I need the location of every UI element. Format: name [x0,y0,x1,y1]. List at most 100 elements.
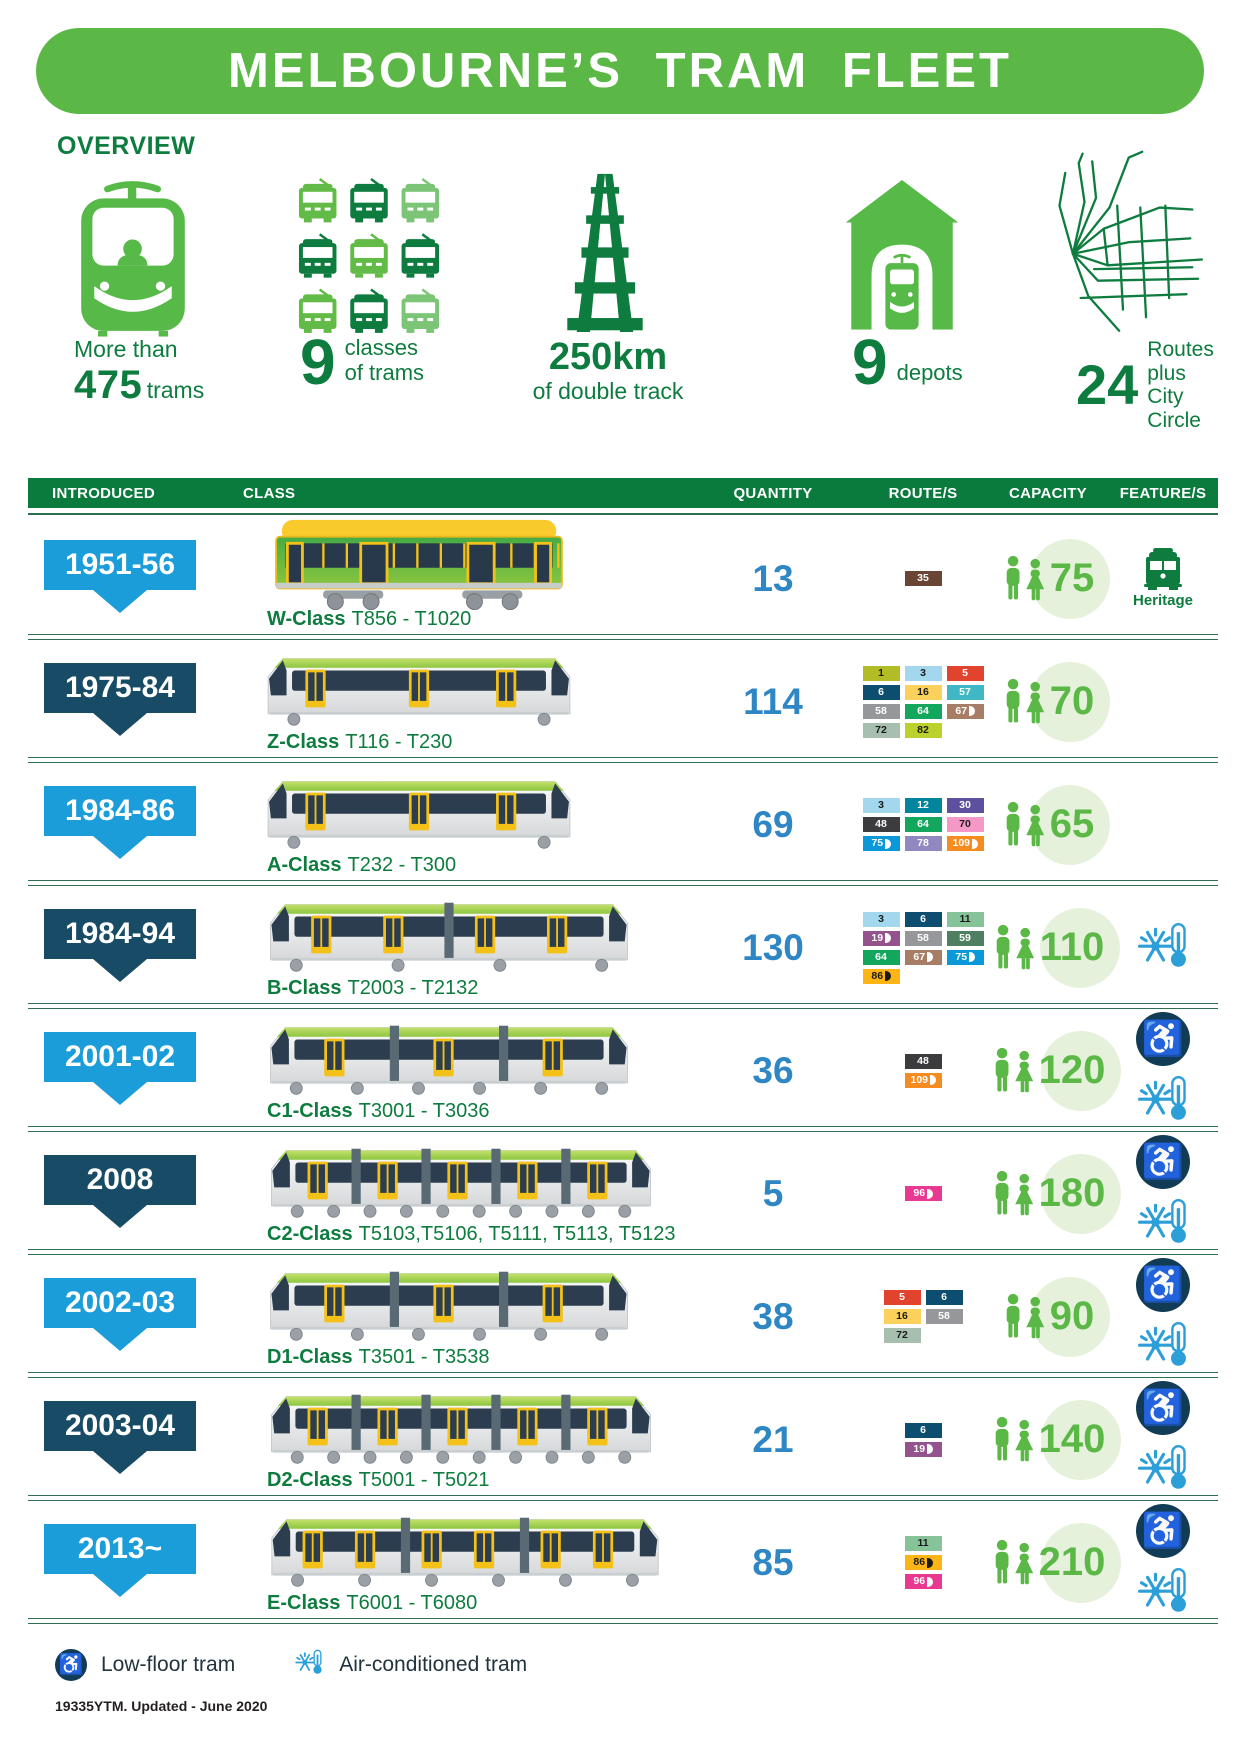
route-badge: 67 [946,703,984,719]
feature-icons: ♿ [1134,1012,1192,1129]
capacity: 180 [991,1153,1122,1234]
route-badge: 48 [862,817,900,832]
capacity-circle [1040,907,1121,988]
route-badge: 58 [904,930,942,946]
route-badge: 64 [904,703,942,719]
route-badge: 64 [862,949,900,965]
stat-label: Routes plus [1147,338,1214,385]
route-badge: 5 [946,665,984,681]
introduced-badge: 2013~ [44,1524,196,1597]
stat-classes: 9 classes of trams [300,326,424,398]
table-row: 2013~ E-Class T6001 - T6080 85 11 86 96 210… [28,1501,1218,1624]
route-badge: 67 [904,949,942,965]
stat-double-track: 250km of double track [468,336,748,405]
stat-label: depots [896,359,963,385]
feature-icons: ♿ [1134,1258,1192,1375]
route-badges: 3 6 11 19 58 59 64 67 75 86 [862,911,984,984]
route-badge: 5 [883,1290,921,1305]
route-badge: 86 [862,968,900,984]
stat-value: 9 [300,326,336,398]
capacity: 210 [991,1522,1122,1603]
through-route-arrow [927,1557,933,1568]
quantity-value: 130 [742,926,804,968]
table-row: 1984-86 A-Class T232 - T300 69 3 12 30 48 64 7… [28,763,1218,886]
capacity-circle [1041,1030,1122,1111]
route-badge: 19 [862,930,900,946]
route-badge: 96 [904,1574,942,1589]
heritage-tram-graphic [1144,548,1182,590]
table-row: 1984-94 B-Class T2003 - T2132 130 3 6 11 19 5… [28,886,1218,1009]
quantity-value: 38 [752,1295,794,1337]
route-badge: 16 [883,1309,921,1324]
route-badge: 82 [904,722,942,738]
passengers-icon [1006,678,1044,723]
stat-label: classes [344,335,418,361]
route-badge: 11 [946,911,984,927]
column-header: CAPACITY [1009,484,1087,502]
route-badge: 1 [862,665,900,681]
fleet-table: 1951-56 W-Class T856 - T1020 13 35 75 Her… [28,517,1218,1624]
quantity-value: 69 [752,803,794,845]
route-badge: 6 [904,1422,942,1438]
capacity-circle [1041,1153,1122,1234]
capacity-circle [1030,538,1111,619]
quantity-value: 36 [752,1049,794,1091]
table-row: 2008 C2-Class T5103,T5106, T5111, T5113, … [28,1132,1218,1255]
tram-illustration [243,1138,688,1226]
route-badge: 59 [946,930,984,946]
capacity: 140 [991,1399,1122,1480]
legend-label: Air-conditioned tram [339,1652,528,1676]
capacity-circle [1030,1276,1111,1357]
footnote: 19335YTM. Updated - June 2020 [55,1698,268,1714]
route-badge: 35 [904,571,942,586]
route-badge: 57 [946,684,984,700]
route-badge: 72 [862,722,900,738]
quantity-value: 114 [743,680,803,722]
stat-label: City Circle [1147,385,1201,432]
stat-label: of double track [532,377,684,404]
route-badge: 109 [946,836,984,851]
class-label: D2-Class T5001 - T5021 [267,1469,490,1491]
legend-label: Low-floor tram [101,1652,236,1676]
aircon-icon [1134,1196,1192,1252]
through-route-arrow [927,1444,933,1454]
tram-illustration [243,1384,688,1472]
route-badge: 16 [904,684,942,700]
title-banner: MELBOURNE’S TRAM FLEET [36,28,1204,114]
tram-illustration [243,1261,688,1349]
introduced-badge: 1951-56 [44,540,196,613]
aircon-icon [1134,920,1192,976]
stat-total-trams: More than 475 trams [74,336,204,408]
tram-illustration [243,1507,688,1595]
column-header: CLASS [243,484,296,502]
class-label: E-Class T6001 - T6080 [267,1592,478,1614]
through-route-arrow [927,1576,933,1587]
depot-icon [842,180,962,330]
route-badge: 6 [925,1290,963,1305]
column-header: INTRODUCED [52,484,155,502]
route-badges: 96 [904,1186,942,1201]
passengers-icon [1006,555,1044,600]
capacity-circle [1030,784,1111,865]
route-badge: 3 [904,665,942,681]
wheelchair-icon: ♿ [1136,1135,1190,1190]
tram-illustration [243,1015,688,1103]
wheelchair-icon: ♿ [1136,1381,1190,1436]
route-badge: 64 [904,817,942,832]
stat-value: 250km [548,336,668,378]
page-title: MELBOURNE’S TRAM FLEET [228,44,1012,98]
capacity: 70 [1002,661,1111,742]
class-label: D1-Class T3501 - T3538 [267,1346,490,1368]
route-badge: 11 [904,1536,942,1551]
introduced-badge: 2001-02 [44,1032,196,1105]
route-map-icon [1046,146,1224,343]
route-badge: 75 [946,949,984,965]
capacity-circle [1041,1399,1122,1480]
route-badge: 72 [883,1328,921,1343]
route-badge: 58 [862,703,900,719]
route-badges: 11 86 96 [904,1536,942,1589]
stat-value: 24 [1076,352,1139,416]
aircon-icon [1134,1319,1192,1375]
aircon-icon-graphic [1138,922,1186,967]
